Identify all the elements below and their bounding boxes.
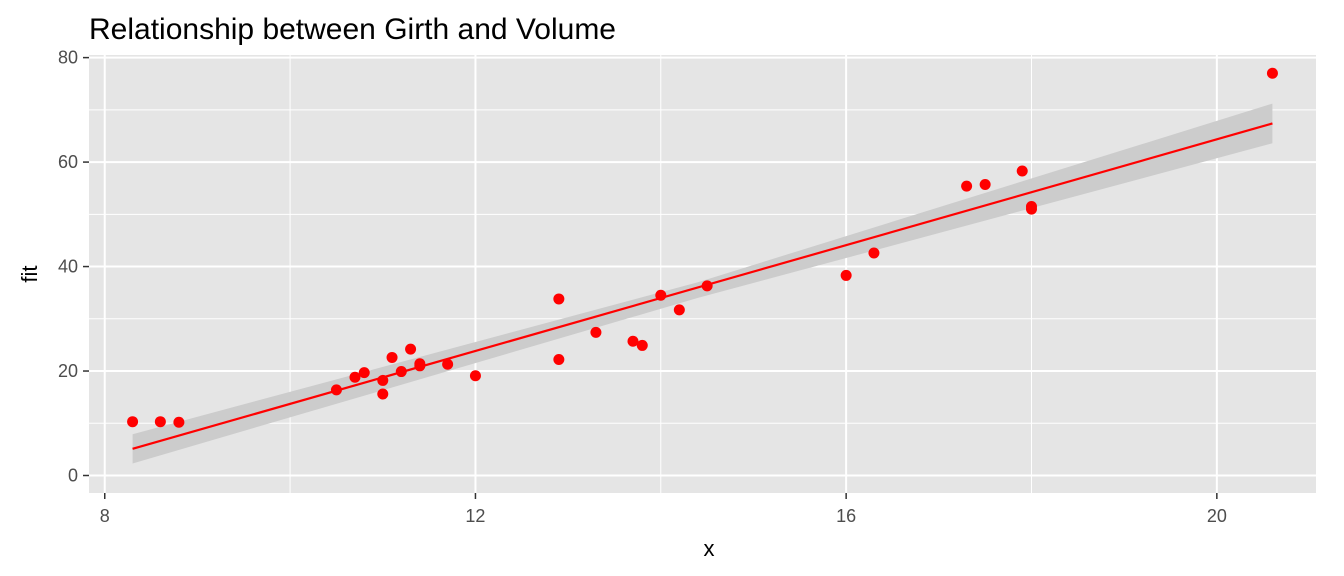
data-point bbox=[590, 326, 602, 338]
points-layer bbox=[127, 67, 1278, 428]
data-point bbox=[673, 304, 685, 316]
data-point bbox=[840, 269, 852, 281]
y-tick-label: 20 bbox=[58, 361, 78, 381]
data-point bbox=[627, 335, 639, 347]
data-point bbox=[442, 358, 454, 370]
data-point bbox=[979, 179, 991, 191]
data-point bbox=[701, 280, 713, 292]
data-point bbox=[655, 289, 667, 301]
y-tick-label: 60 bbox=[58, 152, 78, 172]
data-point bbox=[553, 354, 565, 366]
data-point bbox=[358, 367, 370, 379]
minor-gridlines bbox=[89, 55, 1316, 493]
x-axis-ticks: 8 12 16 20 bbox=[100, 493, 1227, 526]
data-point bbox=[469, 370, 481, 382]
data-point bbox=[1266, 67, 1278, 79]
data-point bbox=[1016, 165, 1028, 177]
data-point bbox=[414, 358, 426, 370]
x-tick-label: 12 bbox=[465, 506, 485, 526]
data-point bbox=[377, 388, 389, 400]
data-point bbox=[386, 351, 398, 363]
x-tick-label: 8 bbox=[100, 506, 110, 526]
data-point bbox=[636, 339, 648, 351]
data-point bbox=[961, 180, 973, 192]
y-tick-label: 0 bbox=[68, 466, 78, 486]
data-point bbox=[349, 371, 361, 383]
y-axis-ticks: 0 20 40 60 80 bbox=[58, 48, 89, 486]
data-point bbox=[1025, 203, 1037, 215]
y-tick-label: 40 bbox=[58, 257, 78, 277]
data-point bbox=[377, 374, 389, 386]
x-axis-title: x bbox=[704, 536, 715, 561]
chart-title: Relationship between Girth and Volume bbox=[89, 13, 616, 46]
x-tick-label: 16 bbox=[836, 506, 856, 526]
y-axis-title: fit bbox=[17, 265, 42, 282]
data-point bbox=[154, 416, 166, 428]
data-point bbox=[868, 247, 880, 259]
data-point bbox=[330, 384, 342, 396]
plot-panel bbox=[89, 55, 1316, 493]
data-point bbox=[395, 366, 407, 378]
data-point bbox=[173, 416, 185, 428]
x-tick-label: 20 bbox=[1207, 506, 1227, 526]
data-point bbox=[127, 416, 139, 428]
data-point bbox=[405, 343, 417, 355]
data-point bbox=[553, 293, 565, 305]
y-tick-label: 80 bbox=[58, 48, 78, 68]
